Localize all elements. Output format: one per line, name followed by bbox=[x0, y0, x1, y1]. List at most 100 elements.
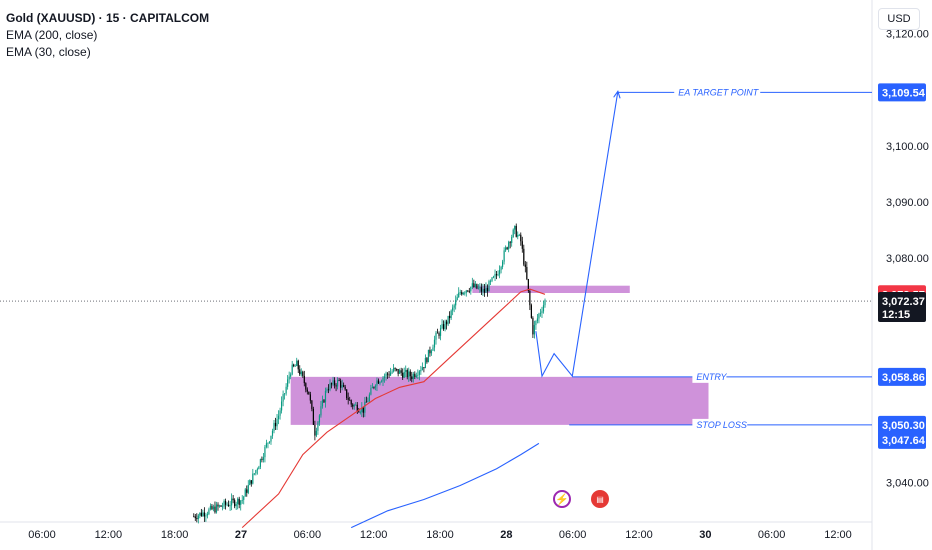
candle-body bbox=[273, 422, 275, 431]
candle-body bbox=[232, 498, 234, 501]
candle-body bbox=[238, 498, 240, 505]
candle-body bbox=[430, 350, 433, 354]
candle-body bbox=[474, 283, 476, 287]
candle-body bbox=[509, 242, 511, 244]
candle-body bbox=[234, 500, 236, 507]
annotation-label-bg bbox=[674, 86, 761, 99]
ema-30-legend[interactable]: EMA (30, close) bbox=[6, 45, 91, 59]
candle-body bbox=[379, 382, 381, 384]
candle-body bbox=[358, 411, 360, 413]
candle-body bbox=[476, 283, 478, 289]
candle-body bbox=[291, 364, 293, 375]
candle-body bbox=[344, 386, 346, 390]
candle-body bbox=[364, 401, 366, 413]
symbol-title[interactable]: Gold (XAUUSD) · 15 · CAPITALCOM bbox=[6, 11, 210, 25]
lightning-icon[interactable]: ⚡ bbox=[553, 490, 571, 508]
candle-body bbox=[453, 305, 455, 308]
entry-zone bbox=[290, 376, 709, 425]
price-tag bbox=[878, 415, 926, 434]
candle-body bbox=[247, 485, 249, 493]
candle-body bbox=[502, 261, 504, 267]
candle-body bbox=[380, 381, 383, 383]
candle-body bbox=[386, 373, 389, 375]
candle-body bbox=[462, 292, 464, 295]
candle-body bbox=[367, 400, 369, 403]
candle-body bbox=[294, 365, 296, 367]
candle-body bbox=[482, 288, 484, 292]
candle-body bbox=[253, 473, 255, 475]
currency-button[interactable]: USD bbox=[878, 8, 920, 30]
candle-body bbox=[346, 389, 348, 399]
candle-body bbox=[393, 367, 395, 372]
candle-body bbox=[193, 516, 195, 518]
candle-body bbox=[449, 315, 451, 319]
candle-body bbox=[505, 247, 507, 251]
candle-body bbox=[400, 370, 402, 373]
candle-body bbox=[539, 312, 542, 314]
candle-body bbox=[508, 242, 510, 249]
candle-body bbox=[527, 279, 529, 291]
candle-body bbox=[243, 496, 245, 500]
candle-body bbox=[311, 400, 313, 409]
candle-body bbox=[544, 299, 546, 306]
candle-body bbox=[226, 504, 228, 506]
x-tick-label: 30 bbox=[699, 529, 711, 541]
candle-body bbox=[231, 498, 233, 506]
ema-200-line bbox=[350, 442, 540, 529]
candle-body bbox=[353, 404, 355, 407]
candle-body bbox=[426, 358, 428, 363]
price-tag bbox=[878, 83, 926, 102]
y-tick-label: 3,100.00 bbox=[886, 141, 929, 153]
candle-body bbox=[376, 380, 378, 386]
candle-body bbox=[244, 489, 246, 497]
candle-body bbox=[470, 286, 472, 292]
candle-body bbox=[330, 383, 333, 385]
candle-body bbox=[445, 321, 448, 325]
candle-body bbox=[312, 408, 314, 425]
candle-body bbox=[424, 358, 427, 369]
candle-body bbox=[333, 380, 336, 386]
candle-body bbox=[432, 347, 434, 351]
candle-body bbox=[211, 505, 213, 510]
candle-body bbox=[221, 506, 224, 508]
candle-body bbox=[258, 466, 260, 470]
candle-body bbox=[352, 404, 354, 407]
candle-body bbox=[383, 376, 386, 378]
candle-body bbox=[396, 368, 398, 370]
candle-body bbox=[299, 369, 301, 375]
countdown-text: 12:15 bbox=[882, 309, 910, 321]
candle-body bbox=[326, 389, 328, 391]
candle-body bbox=[200, 512, 202, 516]
candle-body bbox=[308, 391, 310, 395]
candle-body bbox=[529, 290, 531, 306]
candle-body bbox=[335, 385, 337, 387]
candle-body bbox=[433, 339, 436, 348]
candle-body bbox=[497, 274, 499, 276]
candle-body bbox=[465, 290, 467, 293]
x-tick-label: 28 bbox=[500, 529, 512, 541]
candle-body bbox=[223, 501, 225, 507]
candle-body bbox=[429, 349, 431, 354]
x-tick-label: 06:00 bbox=[559, 529, 587, 541]
resistance-zone bbox=[472, 285, 630, 293]
candle-body bbox=[512, 229, 514, 238]
candle-body bbox=[371, 387, 374, 389]
candle-body bbox=[306, 389, 308, 392]
candle-body bbox=[542, 305, 545, 312]
candle-body bbox=[411, 376, 413, 380]
x-tick-label: 27 bbox=[235, 529, 247, 541]
us-flag-icon[interactable]: ▤ bbox=[591, 490, 609, 508]
candle-body bbox=[271, 430, 274, 436]
ema-200-legend[interactable]: EMA (200, close) bbox=[6, 28, 98, 42]
candle-body bbox=[229, 505, 231, 507]
candle-body bbox=[480, 287, 483, 292]
candle-body bbox=[300, 371, 302, 375]
candle-body bbox=[327, 389, 330, 391]
candle-body bbox=[523, 248, 525, 265]
candle-body bbox=[208, 509, 210, 515]
x-tick-label: 12:00 bbox=[625, 529, 653, 541]
candle-body bbox=[489, 280, 492, 282]
candle-body bbox=[288, 376, 290, 380]
candle-body bbox=[374, 385, 377, 388]
